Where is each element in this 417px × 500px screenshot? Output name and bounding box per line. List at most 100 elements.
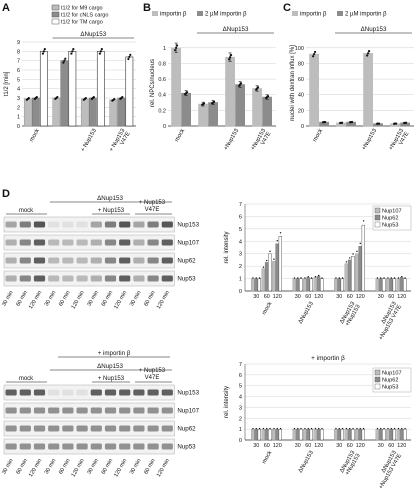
data-point: [113, 97, 116, 101]
legend-label: 2 µM importin β: [345, 12, 387, 18]
data-point: [314, 427, 317, 430]
data-point: [349, 257, 351, 259]
data-point: [313, 52, 316, 56]
bar: [181, 92, 191, 127]
data-point: [42, 50, 45, 53]
lane-label: 30 min: [86, 458, 100, 476]
data-point: [71, 50, 74, 53]
panel-label-c: C: [283, 2, 291, 14]
data-point: [397, 427, 400, 430]
bar: [88, 97, 97, 127]
blot-row-label: Nup62: [177, 426, 196, 433]
x-group-label: ΔNup153+Nup153: [339, 450, 361, 477]
blot-band: [119, 443, 131, 450]
data-point: [323, 120, 327, 124]
bar: [251, 278, 255, 292]
x-category-label: mock: [174, 128, 186, 143]
data-point: [70, 52, 73, 55]
bar: [252, 88, 262, 127]
bar: [386, 278, 390, 292]
blot-band: [147, 275, 159, 282]
bar: [334, 428, 338, 441]
data-point: [350, 120, 354, 124]
blot-band: [19, 407, 31, 414]
data-point: [359, 242, 361, 245]
data-point: [314, 276, 317, 278]
bar: [386, 428, 390, 441]
data-point: [276, 427, 278, 430]
legend-swatch: [51, 4, 60, 11]
data-point: [100, 47, 103, 51]
data-point: [367, 50, 371, 53]
col-group-label: + Nup153: [98, 376, 125, 382]
blot-strip: [3, 270, 175, 287]
time-tick-label: 120: [356, 443, 365, 449]
data-point: [318, 427, 320, 430]
chart-d-bottom: + importin β 0 1 2 3 4 5 6 7 rel. intensity Nup107…: [224, 355, 412, 490]
x-group-label: mock: [261, 301, 273, 316]
data-point: [387, 427, 389, 430]
y-tick-label: 3: [239, 405, 242, 411]
blot-band: [48, 425, 60, 432]
lane-label: 120 min: [156, 458, 171, 478]
y-tick-label: 7: [239, 202, 242, 208]
data-point: [352, 253, 354, 255]
y-tick-label: 5: [17, 77, 20, 83]
data-point: [366, 54, 369, 57]
data-point: [255, 427, 257, 430]
data-point: [390, 427, 392, 430]
blot-row-label: Nup153: [177, 222, 199, 229]
blot-band: [119, 389, 131, 396]
blot-band: [90, 389, 102, 396]
blot-band: [147, 239, 159, 246]
bar: [261, 428, 265, 441]
time-tick-label: 120: [273, 443, 282, 449]
blot-band: [76, 221, 88, 228]
data-point: [401, 427, 403, 430]
bar: [351, 255, 355, 292]
bar: [31, 97, 40, 127]
group-label: ΔNup153: [97, 195, 123, 202]
bar: [96, 51, 105, 127]
blot-strip: [3, 384, 175, 401]
y-tick-label: 2: [17, 105, 20, 111]
blot-band: [133, 257, 145, 264]
y-tick-label: 1: [239, 427, 242, 433]
bar: [320, 428, 324, 441]
y-tick-label: 1: [17, 115, 20, 121]
blot-strip: [3, 420, 175, 437]
col-group-label: mock: [19, 376, 34, 382]
blot-band: [76, 443, 88, 450]
data-point: [345, 427, 348, 430]
legend-swatch: [374, 214, 381, 221]
data-point: [256, 86, 260, 89]
data-point: [376, 427, 379, 430]
bar: [358, 428, 362, 441]
data-point: [321, 427, 323, 430]
lane-label: 30 min: [44, 458, 58, 476]
bar: [351, 428, 355, 441]
data-point: [307, 427, 309, 430]
data-point: [307, 276, 309, 278]
time-tick-label: 60: [305, 443, 311, 449]
bar: [392, 428, 396, 441]
x-category-label: mock: [312, 128, 324, 143]
data-point: [341, 277, 344, 279]
blot-band: [33, 389, 46, 396]
bar: [399, 428, 404, 441]
y-axis-label: rel. intensity: [224, 386, 230, 418]
blot-strip: [3, 216, 175, 233]
bar: [396, 278, 400, 292]
blot-band: [90, 239, 102, 246]
x-group-label: ΔNup153: [298, 450, 315, 474]
data-point: [269, 427, 271, 430]
data-point: [376, 277, 379, 279]
lane-label: 30 min: [1, 458, 15, 476]
time-tick-label: 30: [295, 443, 301, 449]
bar: [23, 98, 32, 127]
data-point: [393, 427, 396, 430]
data-point: [239, 82, 243, 85]
data-point: [266, 259, 268, 262]
x-group-label: ΔNup153: [298, 301, 315, 325]
